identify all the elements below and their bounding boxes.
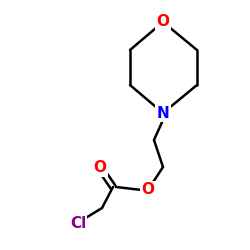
Text: O: O bbox=[142, 182, 154, 198]
Text: Cl: Cl bbox=[70, 216, 86, 230]
Text: O: O bbox=[156, 14, 170, 30]
Text: N: N bbox=[156, 106, 170, 120]
Text: O: O bbox=[94, 160, 106, 176]
